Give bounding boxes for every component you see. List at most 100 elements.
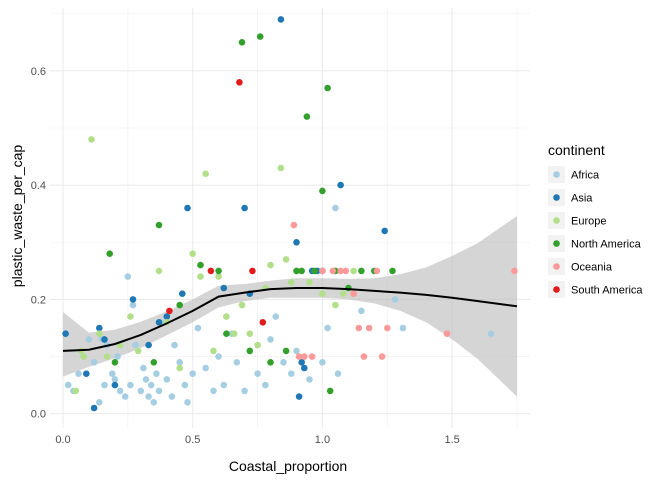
point-asia — [337, 181, 344, 189]
point-north-america — [223, 330, 230, 338]
point-africa — [137, 387, 145, 395]
point-europe — [267, 261, 274, 269]
point-europe — [155, 267, 163, 275]
point-oceania — [378, 353, 386, 360]
point-africa — [324, 324, 331, 332]
point-africa — [267, 336, 274, 343]
point-south-america — [259, 319, 267, 326]
point-europe — [238, 301, 246, 309]
point-asia — [241, 204, 248, 212]
point-south-america — [249, 267, 256, 275]
point-africa — [202, 364, 209, 372]
point-asia — [293, 239, 300, 246]
y-tick-label: 0.6 — [31, 66, 46, 78]
point-africa — [262, 381, 269, 389]
point-africa — [332, 204, 339, 212]
point-africa — [334, 370, 342, 378]
point-africa — [124, 273, 132, 280]
point-north-america — [303, 113, 311, 120]
point-south-america — [166, 307, 173, 315]
point-south-america — [207, 267, 215, 275]
point-north-america — [176, 301, 183, 309]
point-asia — [163, 313, 171, 320]
x-tick-label: 0.0 — [55, 434, 70, 446]
point-asia — [298, 359, 306, 366]
point-europe — [339, 290, 347, 298]
point-europe — [319, 290, 326, 298]
legend-marker-africa — [553, 171, 560, 178]
point-africa — [254, 370, 261, 378]
point-africa — [233, 359, 241, 366]
legend-title: continent — [548, 142, 605, 158]
y-tick-label: 0.4 — [31, 180, 46, 192]
point-europe — [72, 387, 80, 395]
point-africa — [220, 381, 228, 389]
point-asia — [301, 364, 308, 372]
point-europe — [215, 273, 222, 280]
point-africa — [90, 359, 98, 366]
point-north-america — [319, 187, 326, 195]
point-asia — [179, 290, 186, 298]
point-oceania — [290, 221, 298, 229]
smooth-line-layer — [62, 287, 518, 352]
point-asia — [184, 204, 191, 212]
point-asia — [129, 296, 137, 303]
point-oceania — [337, 267, 344, 275]
point-asia — [145, 341, 152, 349]
point-europe — [277, 164, 285, 172]
point-africa — [176, 359, 183, 366]
point-north-america — [345, 284, 352, 292]
point-asia — [381, 227, 389, 235]
point-europe — [210, 347, 217, 355]
point-africa — [319, 359, 326, 366]
point-asia — [96, 324, 103, 332]
point-europe — [134, 347, 142, 355]
point-europe — [254, 341, 261, 349]
point-africa — [272, 313, 280, 320]
point-africa — [181, 381, 189, 389]
point-north-america — [238, 39, 246, 46]
point-africa — [111, 376, 119, 383]
point-africa — [184, 399, 191, 406]
point-africa — [140, 364, 147, 372]
point-africa — [163, 376, 171, 383]
legend-marker-asia — [553, 194, 560, 201]
panel-background — [50, 8, 530, 428]
legend-marker-oceania — [553, 263, 560, 270]
point-africa — [85, 336, 93, 343]
point-africa — [189, 370, 196, 378]
point-africa — [132, 341, 139, 349]
point-north-america — [215, 267, 222, 275]
point-asia — [111, 381, 119, 389]
point-asia — [295, 393, 303, 400]
point-oceania — [365, 324, 373, 332]
point-africa — [171, 341, 178, 349]
legend-label-south-america: South America — [571, 285, 643, 297]
x-tick-label: 0.5 — [185, 434, 200, 446]
point-oceania — [373, 267, 381, 275]
point-europe — [246, 330, 254, 338]
point-europe — [80, 353, 87, 360]
point-africa — [168, 393, 176, 400]
point-asia — [220, 284, 228, 292]
point-asia — [62, 330, 69, 338]
point-africa — [121, 393, 129, 400]
point-north-america — [311, 267, 318, 275]
legend-marker-europe — [553, 217, 560, 224]
point-north-america — [358, 267, 365, 275]
point-africa — [306, 376, 313, 383]
confidence-band — [63, 216, 517, 397]
point-north-america — [389, 267, 396, 275]
point-europe — [197, 273, 204, 280]
point-north-america — [106, 250, 113, 257]
point-africa — [241, 387, 248, 395]
point-africa — [142, 376, 150, 383]
point-oceania — [360, 353, 368, 360]
point-africa — [129, 301, 137, 309]
point-africa — [150, 399, 158, 406]
smooth-line — [62, 287, 518, 352]
y-tick-label: 0.2 — [31, 294, 46, 306]
point-africa — [293, 347, 300, 355]
point-north-america — [282, 347, 290, 355]
